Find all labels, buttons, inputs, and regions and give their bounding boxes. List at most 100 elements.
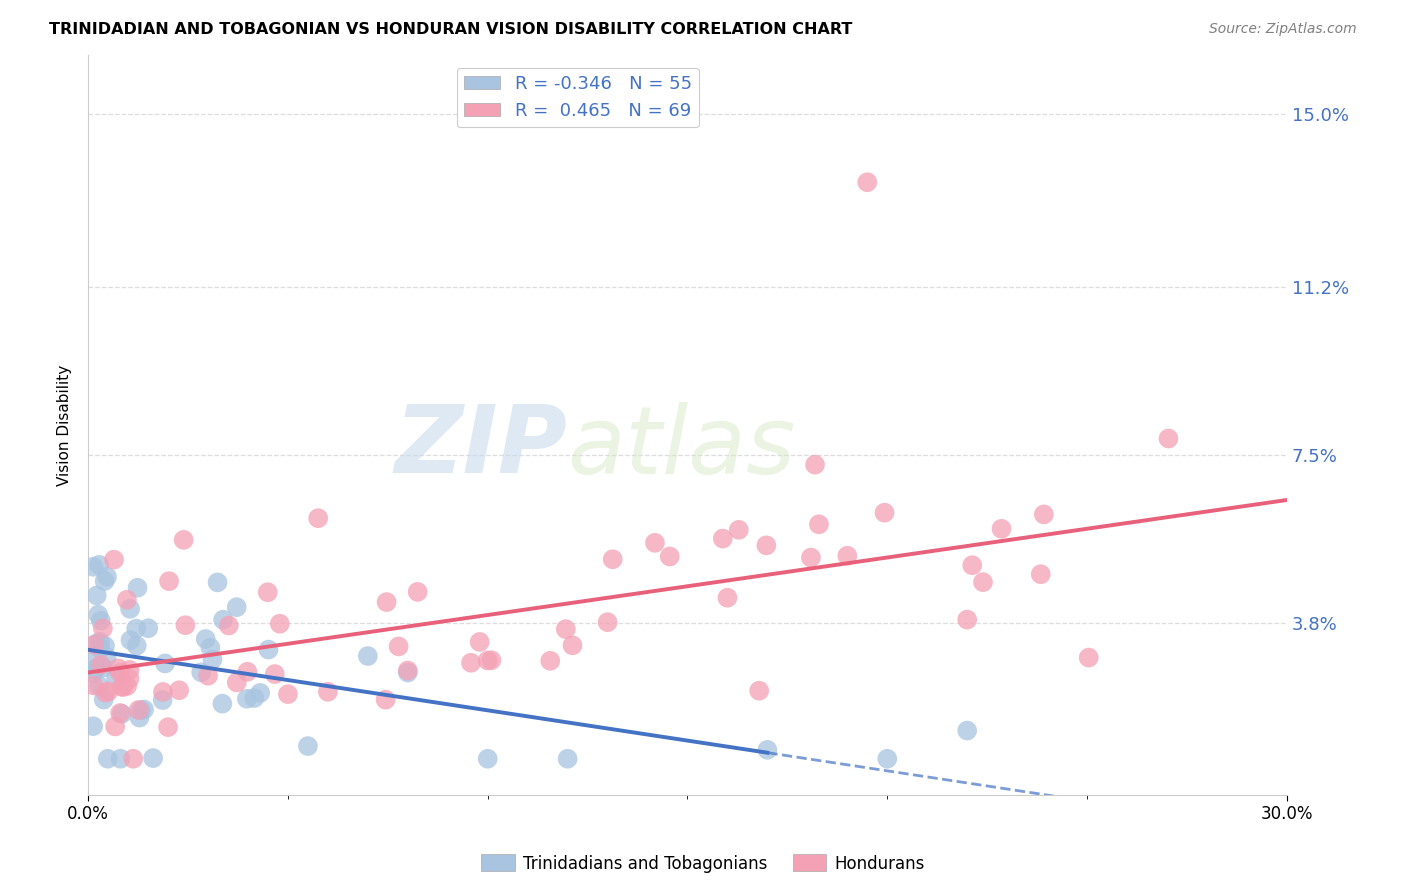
Point bbox=[122, 752, 145, 766]
Point bbox=[956, 723, 979, 738]
Point bbox=[481, 653, 503, 667]
Point bbox=[554, 622, 576, 636]
Point bbox=[89, 558, 111, 572]
Point bbox=[194, 632, 217, 646]
Point bbox=[200, 640, 222, 655]
Point bbox=[236, 691, 259, 706]
Point bbox=[142, 751, 165, 765]
Point bbox=[557, 752, 579, 766]
Point bbox=[956, 613, 979, 627]
Point bbox=[748, 683, 770, 698]
Point bbox=[538, 654, 561, 668]
Point bbox=[82, 719, 104, 733]
Point bbox=[94, 639, 117, 653]
Point bbox=[97, 752, 120, 766]
Point bbox=[105, 670, 128, 684]
Point bbox=[468, 635, 491, 649]
Point bbox=[256, 585, 278, 599]
Point bbox=[277, 687, 299, 701]
Point bbox=[644, 536, 666, 550]
Point bbox=[190, 665, 212, 680]
Point bbox=[357, 648, 380, 663]
Point bbox=[96, 650, 118, 665]
Point bbox=[104, 719, 127, 733]
Point bbox=[269, 616, 291, 631]
Point bbox=[97, 684, 120, 698]
Point bbox=[406, 585, 429, 599]
Point bbox=[93, 574, 115, 588]
Point bbox=[236, 665, 259, 679]
Point bbox=[89, 635, 111, 649]
Point bbox=[94, 686, 117, 700]
Point bbox=[263, 667, 285, 681]
Point bbox=[396, 664, 419, 678]
Point bbox=[716, 591, 738, 605]
Point bbox=[111, 679, 134, 693]
Point bbox=[388, 640, 411, 654]
Point bbox=[211, 697, 233, 711]
Point bbox=[800, 550, 823, 565]
Point bbox=[856, 175, 879, 189]
Point bbox=[201, 652, 224, 666]
Point bbox=[173, 533, 195, 547]
Point bbox=[477, 653, 499, 667]
Point bbox=[297, 739, 319, 753]
Point bbox=[756, 743, 779, 757]
Point bbox=[87, 607, 110, 622]
Point bbox=[108, 706, 131, 720]
Point bbox=[120, 602, 142, 616]
Text: Source: ZipAtlas.com: Source: ZipAtlas.com bbox=[1209, 22, 1357, 37]
Point bbox=[96, 570, 118, 584]
Point bbox=[89, 679, 111, 693]
Point bbox=[136, 621, 159, 635]
Point bbox=[91, 661, 114, 675]
Point bbox=[249, 686, 271, 700]
Point bbox=[307, 511, 329, 525]
Point bbox=[118, 663, 141, 677]
Point bbox=[174, 618, 197, 632]
Point bbox=[876, 752, 898, 766]
Point bbox=[89, 641, 111, 656]
Point bbox=[561, 638, 583, 652]
Point bbox=[90, 657, 112, 672]
Point bbox=[807, 517, 830, 532]
Point bbox=[129, 703, 152, 717]
Point bbox=[658, 549, 681, 564]
Point bbox=[82, 559, 104, 574]
Point bbox=[118, 672, 141, 686]
Point bbox=[477, 752, 499, 766]
Point bbox=[91, 622, 114, 636]
Point bbox=[225, 600, 247, 615]
Point bbox=[115, 592, 138, 607]
Point bbox=[111, 706, 134, 721]
Point bbox=[243, 691, 266, 706]
Point bbox=[1077, 650, 1099, 665]
Point bbox=[316, 685, 339, 699]
Point bbox=[375, 595, 398, 609]
Point bbox=[1157, 432, 1180, 446]
Point bbox=[125, 639, 148, 653]
Point bbox=[115, 679, 138, 693]
Point bbox=[873, 506, 896, 520]
Point bbox=[157, 574, 180, 589]
Point bbox=[157, 720, 180, 734]
Point bbox=[972, 575, 994, 590]
Point bbox=[83, 638, 105, 652]
Point bbox=[128, 710, 150, 724]
Point bbox=[107, 661, 129, 675]
Point bbox=[804, 458, 827, 472]
Point bbox=[1032, 508, 1054, 522]
Point bbox=[1029, 567, 1052, 582]
Point bbox=[755, 538, 778, 552]
Point bbox=[86, 636, 108, 650]
Point bbox=[82, 678, 104, 692]
Point bbox=[128, 703, 150, 717]
Point bbox=[120, 633, 142, 648]
Point bbox=[111, 680, 134, 694]
Text: atlas: atlas bbox=[568, 401, 796, 492]
Point bbox=[962, 558, 984, 573]
Point bbox=[152, 685, 174, 699]
Point bbox=[212, 613, 235, 627]
Point bbox=[86, 589, 108, 603]
Point bbox=[125, 622, 148, 636]
